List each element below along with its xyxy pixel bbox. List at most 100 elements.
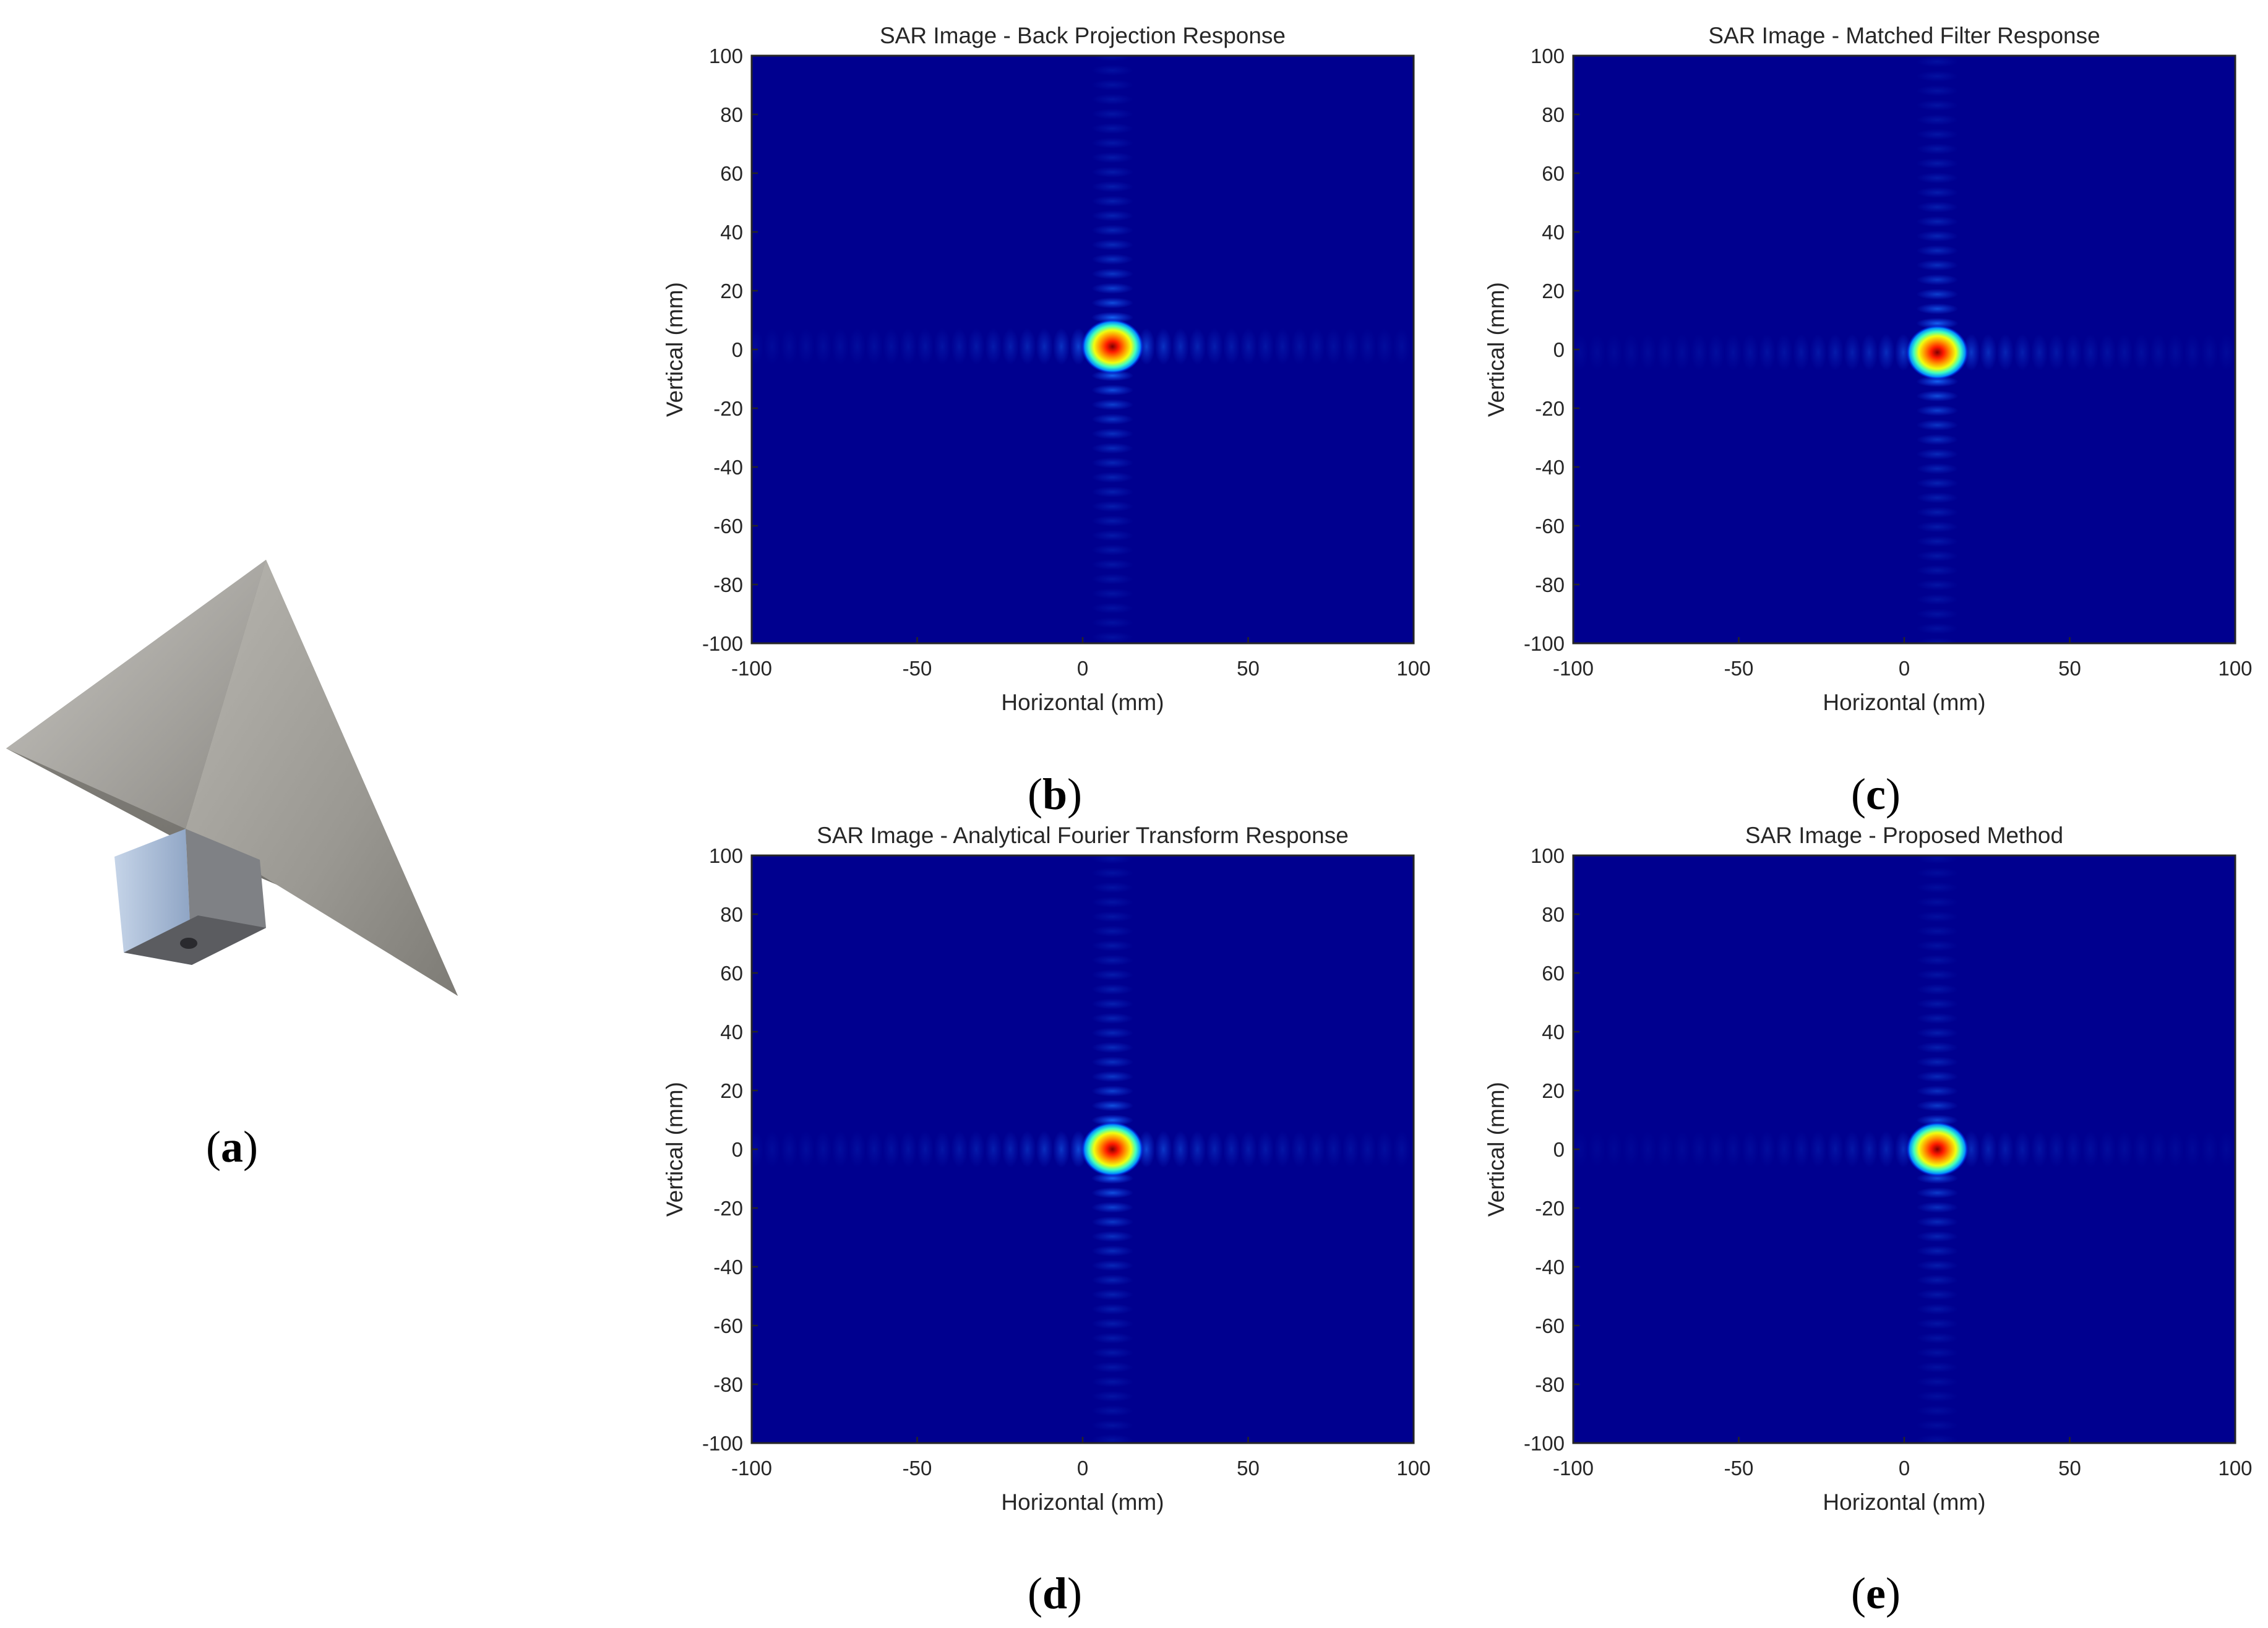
sidelobe-vertical: [1091, 1405, 1134, 1416]
sidelobe-vertical: [1916, 867, 1959, 879]
sidelobe-horizontal: [1154, 328, 1172, 366]
sidelobe-vertical: [1916, 1361, 1959, 1373]
sidelobe-vertical: [1916, 492, 1959, 503]
x-tick-label: 0: [1899, 1457, 1910, 1480]
y-tick-label: -20: [713, 397, 743, 420]
y-tick-label: 0: [1553, 338, 1565, 361]
sidelobe-horizontal: [1036, 1131, 1054, 1168]
sidelobe-vertical: [1091, 632, 1134, 643]
sidelobe-horizontal: [1291, 328, 1308, 366]
x-tick-label: -50: [1724, 1457, 1754, 1480]
caption-e: (e): [1851, 1569, 1901, 1618]
x-axis-label: Horizontal (mm): [1823, 1489, 1985, 1515]
sidelobe-horizontal: [1639, 333, 1657, 371]
caption-a: (a): [206, 1122, 258, 1172]
sidelobe-horizontal: [1274, 1131, 1292, 1168]
sidelobe-vertical: [1091, 64, 1134, 76]
sidelobe-horizontal: [2133, 1131, 2150, 1168]
sidelobe-vertical: [1091, 254, 1134, 265]
plot-title: SAR Image - Proposed Method: [1745, 823, 2063, 848]
sidelobe-vertical: [1916, 896, 1959, 908]
sidelobe-vertical: [1916, 85, 1959, 96]
sidelobe-horizontal: [1070, 1131, 1088, 1168]
sidelobe-horizontal: [1154, 1131, 1172, 1168]
sidelobe-vertical: [1916, 969, 1959, 980]
sidelobe-horizontal: [797, 1131, 815, 1168]
sidelobe-horizontal: [1707, 1131, 1725, 1168]
x-tick-label: 50: [2058, 1457, 2081, 1480]
sidelobe-horizontal: [1376, 1131, 1394, 1168]
sidelobe-vertical: [1091, 1056, 1134, 1068]
sidelobe-vertical: [1916, 288, 1959, 300]
sidelobe-vertical: [1091, 1303, 1134, 1315]
sidelobe-horizontal: [848, 328, 866, 366]
y-tick-label: 80: [1542, 103, 1565, 126]
sidelobe-vertical: [1916, 521, 1959, 533]
sidelobe-vertical: [1916, 172, 1959, 184]
sidelobe-horizontal: [1410, 331, 1414, 362]
sidelobe-vertical: [1091, 428, 1134, 440]
sidelobe-horizontal: [1826, 1131, 1844, 1168]
reflector-left-face: [6, 560, 266, 829]
sidelobe-horizontal: [1878, 1131, 1895, 1168]
sidelobe-vertical: [1916, 230, 1959, 242]
sidelobe-vertical: [1916, 855, 1959, 864]
sidelobe-horizontal: [1605, 333, 1623, 371]
sidelobe-vertical: [1091, 442, 1134, 454]
sidelobe-vertical: [1091, 1027, 1134, 1039]
y-tick-label: -80: [1535, 573, 1565, 596]
sidelobe-vertical: [1916, 608, 1959, 620]
sidelobe-vertical: [1091, 166, 1134, 178]
sidelobe-vertical: [1091, 370, 1134, 382]
sidelobe-horizontal: [2116, 333, 2133, 371]
x-tick-label: 50: [2058, 657, 2081, 680]
sidelobe-horizontal: [1844, 333, 1861, 371]
sidelobe-vertical: [1091, 954, 1134, 966]
sidelobe-horizontal: [814, 328, 832, 366]
sidelobe-vertical: [1091, 1100, 1134, 1112]
y-tick-label: -20: [1535, 397, 1565, 420]
sidelobe-horizontal: [2048, 1131, 2065, 1168]
sidelobe-horizontal: [1758, 1131, 1776, 1168]
caption-c: (c): [1851, 769, 1901, 819]
sidelobe-horizontal: [916, 328, 934, 366]
y-tick-label: 100: [1531, 844, 1565, 867]
sidelobe-horizontal: [1393, 328, 1411, 366]
sidelobe-horizontal: [900, 1131, 917, 1168]
sidelobe-vertical: [1091, 882, 1134, 893]
sidelobe-horizontal: [1052, 1131, 1070, 1168]
sidelobe-horizontal: [848, 1131, 866, 1168]
caption-d: (d): [1028, 1569, 1082, 1618]
sidelobe-vertical: [1091, 1042, 1134, 1053]
sidelobe-vertical: [1916, 998, 1959, 1009]
y-tick-label: -100: [702, 1432, 743, 1455]
sidelobe-vertical: [1916, 911, 1959, 922]
sidelobe-horizontal: [1980, 333, 1997, 371]
sidelobe-horizontal: [984, 328, 1002, 366]
sidelobe-horizontal: [1206, 1131, 1224, 1168]
sidelobe-horizontal: [866, 1131, 883, 1168]
sidelobe-vertical: [1916, 216, 1959, 228]
sidelobe-vertical: [1916, 1390, 1959, 1402]
sidelobe-horizontal: [934, 1131, 951, 1168]
sidelobe-vertical: [1091, 911, 1134, 922]
sidelobe-horizontal: [2235, 334, 2253, 371]
sidelobe-horizontal: [1573, 333, 1589, 371]
sidelobe-vertical: [1091, 1071, 1134, 1082]
y-axis-label: Vertical (mm): [1484, 1082, 1509, 1217]
x-tick-label: -100: [1553, 657, 1594, 680]
sidelobe-vertical: [1916, 1405, 1959, 1416]
y-tick-label: -60: [1535, 515, 1565, 538]
sidelobe-horizontal: [1325, 328, 1342, 366]
y-axis-label: Vertical (mm): [662, 1082, 687, 1217]
sidelobe-vertical: [1916, 1202, 1959, 1213]
sidelobe-horizontal: [1018, 1131, 1036, 1168]
sidelobe-horizontal: [1673, 1131, 1691, 1168]
sidelobe-vertical: [1916, 1376, 1959, 1387]
y-tick-label: -80: [713, 573, 743, 596]
sidelobe-vertical: [1916, 1071, 1959, 1082]
sidelobe-horizontal: [1690, 333, 1708, 371]
sidelobe-horizontal: [1291, 1131, 1308, 1168]
sidelobe-vertical: [1091, 1086, 1134, 1097]
sidelobe-vertical: [1916, 594, 1959, 606]
